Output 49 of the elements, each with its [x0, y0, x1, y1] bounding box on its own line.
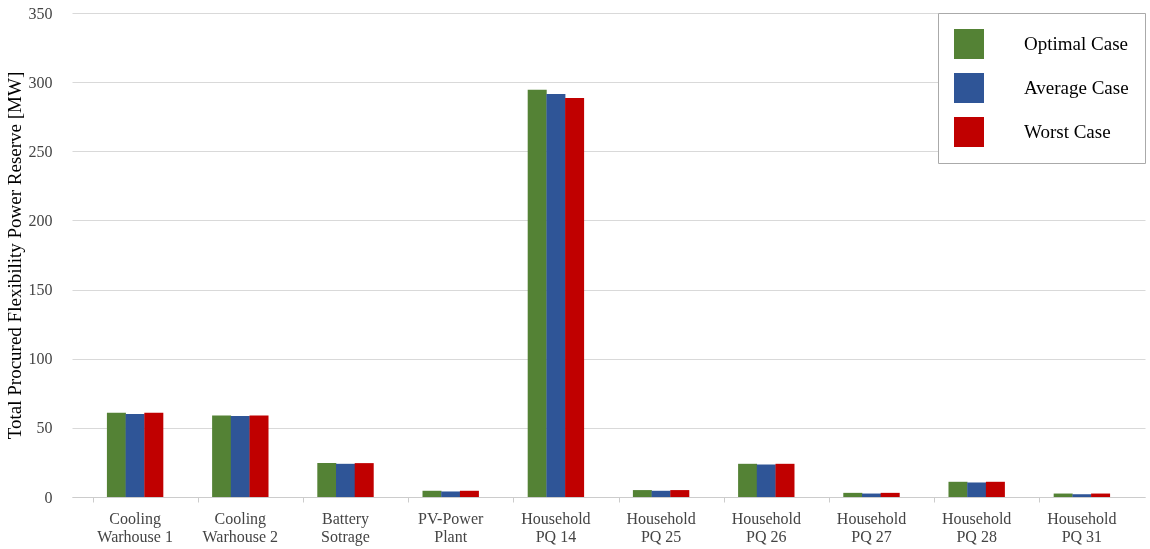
y-tick-label: 300 — [28, 73, 53, 91]
bar — [1072, 494, 1092, 497]
x-tick-label: PV-Power Plant — [418, 509, 484, 545]
bar — [565, 98, 585, 497]
bar — [422, 490, 442, 497]
bar — [670, 490, 690, 497]
y-tick-label: 350 — [28, 4, 53, 22]
bar — [336, 463, 356, 497]
x-tick-label: Household PQ 27 — [836, 509, 907, 545]
y-tick-label: 150 — [28, 281, 53, 299]
legend-label: Worst Case — [1024, 121, 1111, 142]
bar — [212, 415, 232, 497]
bar — [738, 463, 758, 497]
bar — [317, 463, 337, 497]
bar — [441, 491, 461, 497]
x-tick-label: Household PQ 31 — [1047, 509, 1117, 545]
y-axis-title: Total Procured Flexibility Power Reserve [MW] — [3, 71, 25, 440]
bar — [125, 414, 145, 497]
bar — [948, 481, 968, 497]
bar — [632, 490, 652, 497]
x-tick-label: Household PQ 14 — [521, 509, 591, 545]
x-tick-label: Household PQ 28 — [942, 509, 1012, 545]
y-tick-label: 50 — [36, 419, 53, 437]
bar — [756, 464, 776, 497]
x-tick-label: Battery Sotrage — [321, 509, 370, 546]
bar — [144, 412, 164, 497]
y-tick-label: 0 — [44, 488, 53, 506]
bar — [843, 492, 863, 497]
bar — [546, 93, 566, 497]
bar — [230, 416, 250, 497]
bar — [651, 490, 671, 497]
x-tick-label: Household PQ 26 — [731, 509, 801, 545]
bar — [249, 415, 269, 497]
legend-label: Average Case — [1024, 77, 1129, 98]
bar — [775, 463, 795, 497]
x-tick-label: Cooling Warhouse 2 — [202, 509, 279, 545]
x-tick-label: Cooling Warhouse 1 — [97, 509, 173, 545]
x-tick-label: Household PQ 25 — [626, 509, 696, 545]
bar — [106, 412, 126, 497]
legend-label: Optimal Case — [1024, 33, 1128, 54]
bar — [967, 482, 987, 497]
bar — [354, 463, 374, 497]
bar — [985, 481, 1005, 497]
bar — [880, 492, 900, 497]
bar — [527, 89, 547, 497]
y-tick-label: 200 — [28, 211, 53, 229]
bar — [459, 490, 479, 497]
y-tick-label: 100 — [28, 350, 53, 368]
y-tick-label: 250 — [28, 142, 53, 160]
